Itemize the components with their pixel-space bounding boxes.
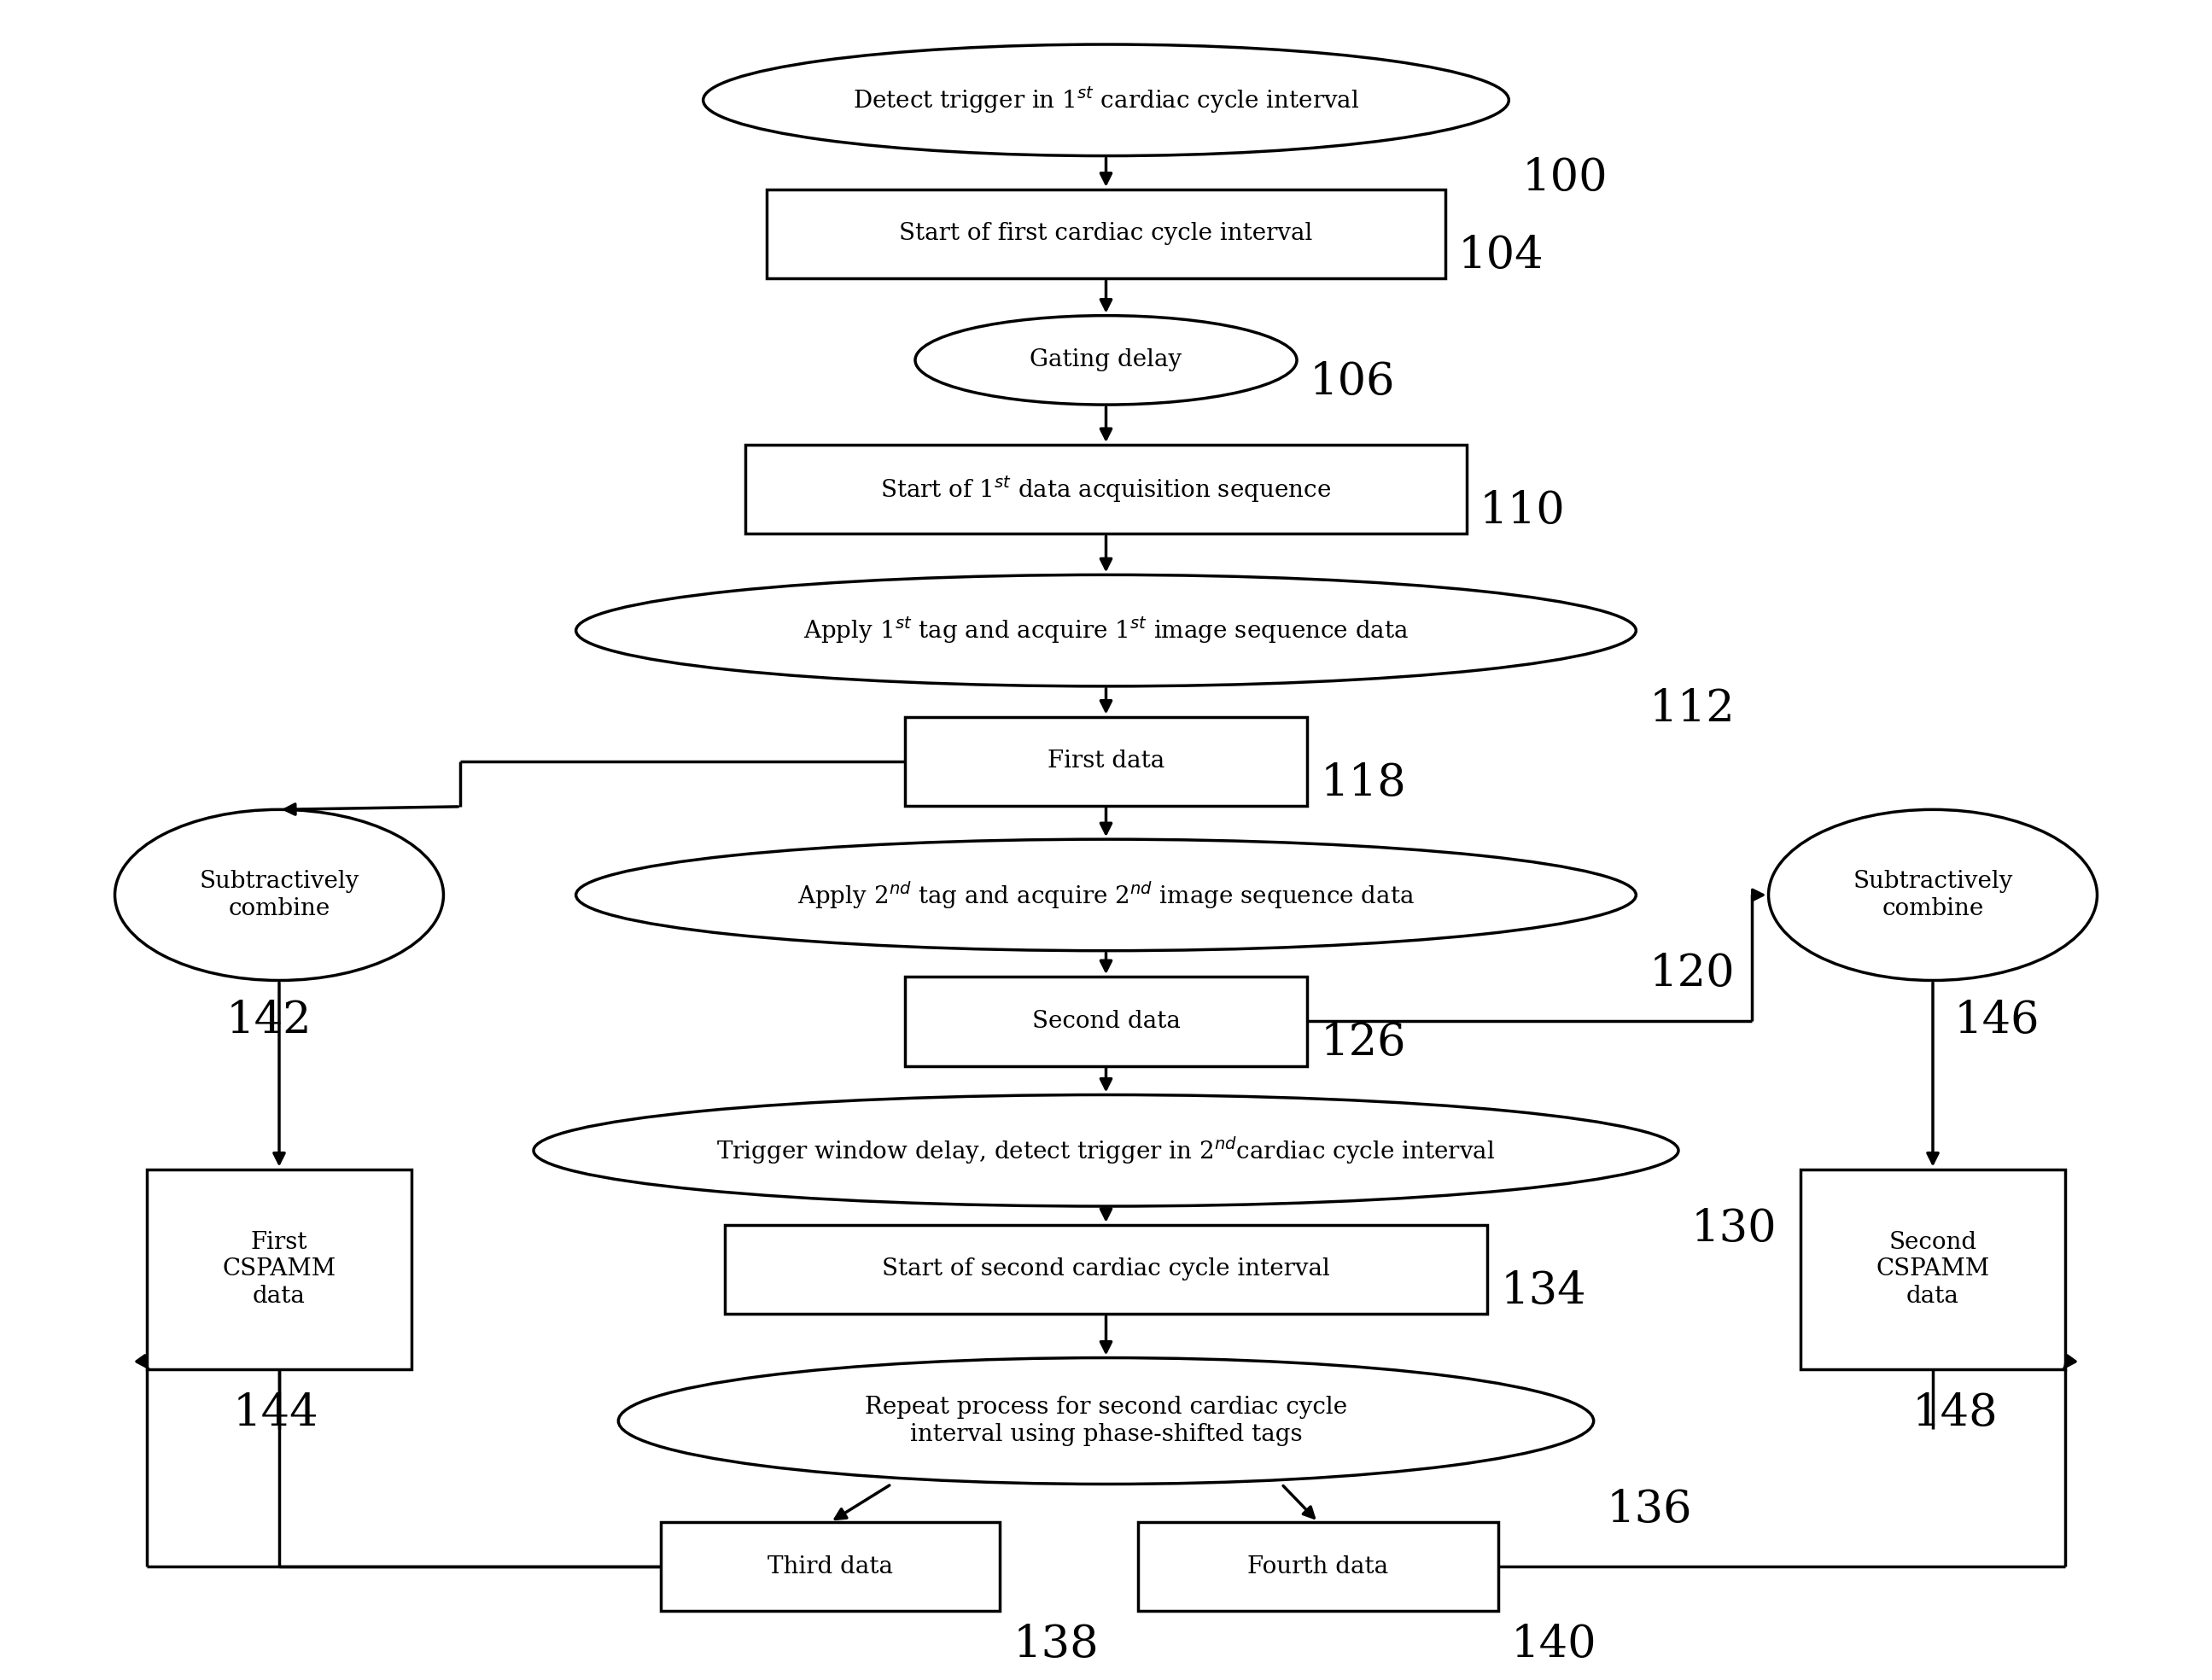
FancyBboxPatch shape [146, 1169, 411, 1369]
Ellipse shape [533, 1095, 1679, 1206]
FancyBboxPatch shape [723, 1225, 1489, 1314]
Text: First
CSPAMM
data: First CSPAMM data [223, 1231, 336, 1307]
FancyBboxPatch shape [661, 1522, 1000, 1611]
FancyBboxPatch shape [905, 976, 1307, 1065]
Text: Start of first cardiac cycle interval: Start of first cardiac cycle interval [900, 222, 1312, 245]
Text: 144: 144 [232, 1391, 319, 1435]
Text: Apply 2$^{nd}$ tag and acquire 2$^{nd}$ image sequence data: Apply 2$^{nd}$ tag and acquire 2$^{nd}$ … [796, 879, 1416, 911]
Text: Repeat process for second cardiac cycle
interval using phase-shifted tags: Repeat process for second cardiac cycle … [865, 1396, 1347, 1446]
Ellipse shape [1770, 810, 2097, 981]
Text: 134: 134 [1500, 1270, 1586, 1314]
Text: 100: 100 [1522, 156, 1608, 200]
Text: 140: 140 [1511, 1623, 1597, 1667]
Text: 126: 126 [1321, 1021, 1407, 1065]
Text: 104: 104 [1458, 234, 1544, 277]
Text: Second
CSPAMM
data: Second CSPAMM data [1876, 1231, 1989, 1307]
Text: 142: 142 [226, 1000, 312, 1043]
Text: 120: 120 [1648, 951, 1734, 995]
Ellipse shape [619, 1357, 1593, 1483]
Text: First data: First data [1048, 749, 1164, 773]
Text: Detect trigger in 1$^{st}$ cardiac cycle interval: Detect trigger in 1$^{st}$ cardiac cycle… [852, 86, 1360, 116]
FancyBboxPatch shape [1137, 1522, 1498, 1611]
Ellipse shape [575, 575, 1637, 685]
Text: 148: 148 [1911, 1391, 1997, 1435]
Ellipse shape [703, 44, 1509, 156]
Ellipse shape [115, 810, 442, 981]
Text: 110: 110 [1480, 489, 1566, 533]
Text: Subtractively
combine: Subtractively combine [199, 870, 358, 921]
FancyBboxPatch shape [905, 717, 1307, 806]
Text: 106: 106 [1310, 360, 1396, 403]
Text: Apply 1$^{st}$ tag and acquire 1$^{st}$ image sequence data: Apply 1$^{st}$ tag and acquire 1$^{st}$ … [803, 615, 1409, 645]
Text: Start of second cardiac cycle interval: Start of second cardiac cycle interval [883, 1258, 1329, 1280]
Text: Second data: Second data [1031, 1010, 1181, 1033]
FancyBboxPatch shape [768, 190, 1444, 279]
Text: Trigger window delay, detect trigger in 2$^{nd}$cardiac cycle interval: Trigger window delay, detect trigger in … [717, 1136, 1495, 1166]
FancyBboxPatch shape [1801, 1169, 2066, 1369]
Text: 130: 130 [1692, 1206, 1776, 1250]
Text: 138: 138 [1013, 1623, 1099, 1667]
Text: Third data: Third data [768, 1556, 894, 1578]
Ellipse shape [575, 840, 1637, 951]
Ellipse shape [916, 316, 1296, 405]
Text: Gating delay: Gating delay [1031, 349, 1181, 371]
Text: 118: 118 [1321, 761, 1407, 805]
Text: Subtractively
combine: Subtractively combine [1854, 870, 2013, 921]
Text: 136: 136 [1606, 1488, 1692, 1532]
FancyBboxPatch shape [745, 445, 1467, 534]
Text: Start of 1$^{st}$ data acquisition sequence: Start of 1$^{st}$ data acquisition seque… [880, 474, 1332, 504]
Text: 146: 146 [1953, 1000, 2039, 1043]
Text: 112: 112 [1648, 687, 1734, 731]
Text: Fourth data: Fourth data [1248, 1556, 1389, 1578]
